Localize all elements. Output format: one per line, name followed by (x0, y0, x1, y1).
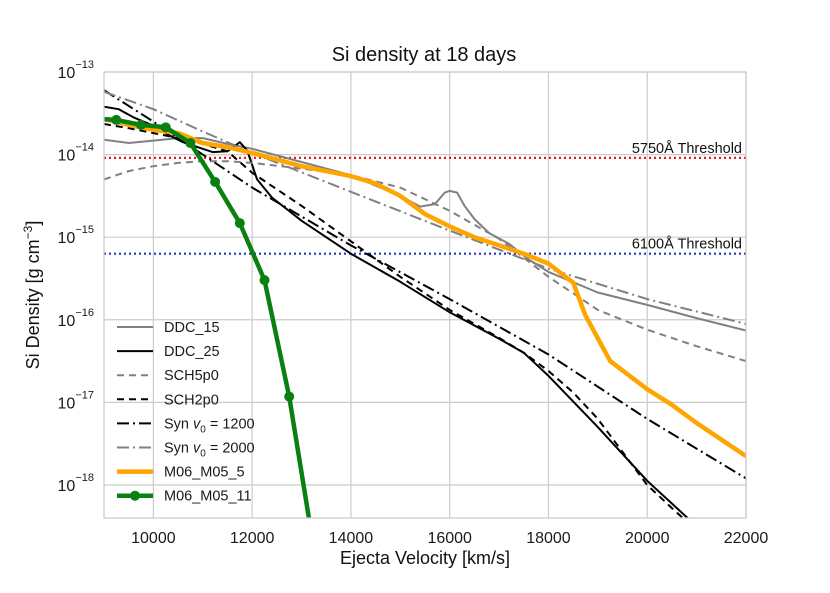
x-axis-ticks: 10000 12000 14000 16000 18000 20000 22000 (131, 530, 768, 547)
series-marker-M06_M05_11 (111, 114, 122, 125)
legend-label-M06_M05_5: M06_M05_5 (164, 465, 245, 481)
data-series (104, 89, 746, 518)
y-axis-label-main: Si Density [g cm (23, 239, 43, 369)
y-tick-base: 10 (58, 230, 76, 247)
legend-label-Syn2000: Syn v0 = 2000 (164, 441, 255, 460)
x-axis-label: Ejecta Velocity [km/s] (340, 548, 510, 568)
legend-label-suffix: = 1200 (206, 416, 255, 432)
plot-frame (103, 71, 747, 519)
y-axis-label: Si Density [g cm−3] (21, 221, 43, 370)
y-axis-label-sup: −3 (21, 225, 35, 239)
legend-marker-M06_M05_11 (130, 490, 140, 501)
chart-title: Si density at 18 days (332, 44, 517, 66)
y-tick-label: 10−15 (58, 224, 94, 247)
legend-label-M06_M05_11: M06_M05_11 (164, 489, 252, 505)
y-tick-exponent: −13 (75, 59, 94, 71)
legend-label-sub: 0 (200, 424, 206, 435)
legend-label-prefix: Syn (164, 416, 193, 432)
x-tick-label: 18000 (526, 530, 571, 547)
y-tick-base: 10 (58, 395, 76, 412)
y-tick-exponent: −16 (75, 307, 94, 319)
y-tick-exponent: −14 (75, 142, 94, 154)
legend-label-sub: 0 (200, 449, 206, 460)
y-tick-label: 10−17 (58, 389, 94, 412)
x-tick-label: 22000 (724, 530, 769, 547)
y-axis-label-close: ] (23, 221, 43, 226)
series-marker-M06_M05_11 (234, 218, 245, 229)
series-line-Syn2000 (104, 90, 746, 325)
legend-label-SCH2p0: SCH2p0 (164, 392, 219, 408)
x-tick-label: 20000 (625, 530, 670, 547)
series-line-Syn1200 (104, 89, 746, 480)
y-tick-exponent: −18 (75, 472, 94, 484)
series-line-M06_M05_11 (104, 116, 312, 518)
threshold-label-6100: 6100Å Threshold (632, 236, 742, 253)
legend-label-var: v (193, 416, 201, 432)
y-tick-label: 10−16 (58, 307, 94, 330)
series-line-M06_M05_5 (104, 116, 746, 458)
y-tick-exponent: −17 (75, 389, 94, 401)
x-tick-label: 14000 (329, 530, 374, 547)
y-tick-label: 10−13 (58, 59, 94, 82)
series-marker-M06_M05_11 (160, 122, 171, 133)
y-tick-label: 10−18 (58, 472, 94, 495)
y-tick-exponent: −15 (75, 224, 94, 236)
y-tick-base: 10 (58, 148, 76, 165)
y-tick-base: 10 (58, 478, 76, 495)
x-tick-label: 12000 (230, 530, 275, 547)
series-line-DDC_15 (104, 137, 746, 332)
x-tick-label: 10000 (131, 530, 176, 547)
threshold-label-5750: 5750Å Threshold (632, 140, 742, 157)
series-marker-M06_M05_11 (210, 176, 221, 187)
y-tick-base: 10 (58, 313, 76, 330)
threshold-lines: 5750Å Threshold 6100Å Threshold (104, 140, 746, 255)
series-marker-M06_M05_11 (136, 119, 147, 130)
legend-label-Syn1200: Syn v0 = 1200 (164, 416, 255, 435)
y-tick-base: 10 (58, 65, 76, 82)
legend-label-SCH5p0: SCH5p0 (164, 368, 219, 384)
legend-label-prefix: Syn (164, 441, 193, 457)
legend-label-suffix: = 2000 (206, 441, 255, 457)
x-tick-label: 16000 (427, 530, 472, 547)
y-tick-label: 10−14 (58, 142, 94, 165)
legend-label-DDC_25: DDC_25 (164, 344, 220, 360)
legend-label-var: v (193, 441, 201, 457)
series-marker-M06_M05_11 (259, 275, 270, 286)
legend-label-DDC_15: DDC_15 (164, 320, 220, 336)
series-marker-M06_M05_11 (284, 391, 295, 402)
series-marker-M06_M05_11 (185, 138, 196, 149)
